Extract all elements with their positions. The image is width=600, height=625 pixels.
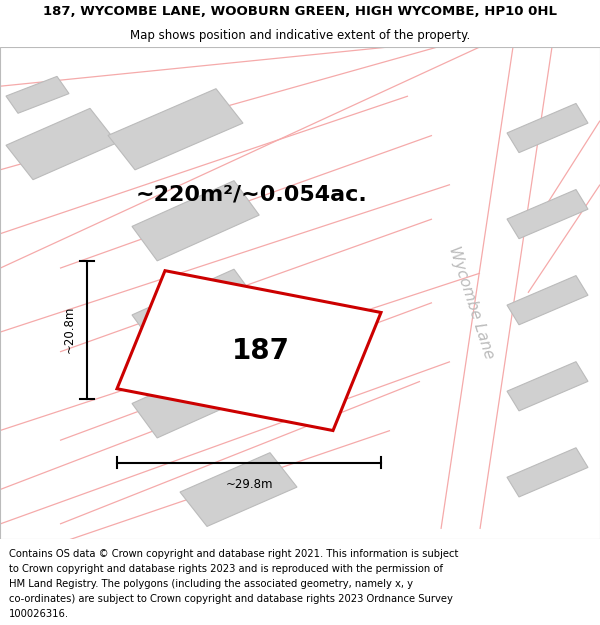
Polygon shape (507, 362, 588, 411)
Polygon shape (117, 271, 381, 431)
Text: ~220m²/~0.054ac.: ~220m²/~0.054ac. (136, 184, 368, 204)
Text: 187: 187 (232, 337, 290, 364)
Text: Map shows position and indicative extent of the property.: Map shows position and indicative extent… (130, 29, 470, 42)
Text: to Crown copyright and database rights 2023 and is reproduced with the permissio: to Crown copyright and database rights 2… (9, 564, 443, 574)
Polygon shape (132, 357, 259, 438)
Polygon shape (507, 276, 588, 325)
Polygon shape (6, 108, 117, 179)
Polygon shape (6, 76, 69, 113)
Polygon shape (132, 181, 259, 261)
Text: Contains OS data © Crown copyright and database right 2021. This information is : Contains OS data © Crown copyright and d… (9, 549, 458, 559)
Polygon shape (180, 452, 297, 526)
Text: ~29.8m: ~29.8m (225, 478, 273, 491)
Text: co-ordinates) are subject to Crown copyright and database rights 2023 Ordnance S: co-ordinates) are subject to Crown copyr… (9, 594, 453, 604)
Polygon shape (507, 189, 588, 239)
Text: HM Land Registry. The polygons (including the associated geometry, namely x, y: HM Land Registry. The polygons (includin… (9, 579, 413, 589)
Text: ~20.8m: ~20.8m (62, 306, 76, 353)
Polygon shape (108, 89, 243, 170)
Polygon shape (132, 269, 259, 349)
Polygon shape (507, 104, 588, 152)
Text: 187, WYCOMBE LANE, WOOBURN GREEN, HIGH WYCOMBE, HP10 0HL: 187, WYCOMBE LANE, WOOBURN GREEN, HIGH W… (43, 5, 557, 18)
Polygon shape (507, 448, 588, 497)
Text: Wycombe Lane: Wycombe Lane (446, 244, 496, 361)
Text: 100026316.: 100026316. (9, 609, 69, 619)
